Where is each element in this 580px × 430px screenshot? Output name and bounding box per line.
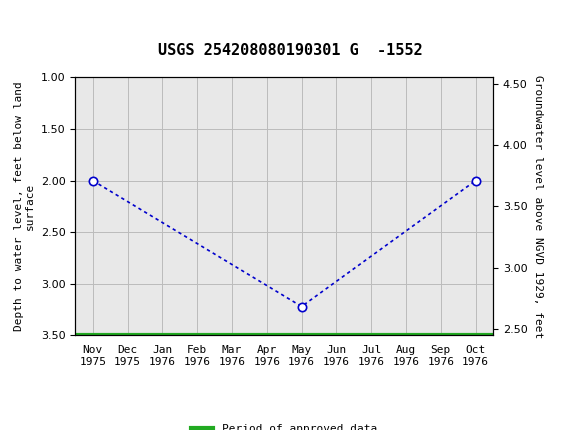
Text: USGS: USGS — [42, 10, 102, 29]
Text: USGS 254208080190301 G  -1552: USGS 254208080190301 G -1552 — [158, 43, 422, 58]
Legend: Period of approved data: Period of approved data — [187, 419, 382, 430]
Y-axis label: Depth to water level, feet below land
surface: Depth to water level, feet below land su… — [14, 82, 35, 331]
Text: ≋: ≋ — [7, 7, 27, 31]
Y-axis label: Groundwater level above NGVD 1929, feet: Groundwater level above NGVD 1929, feet — [533, 75, 543, 338]
